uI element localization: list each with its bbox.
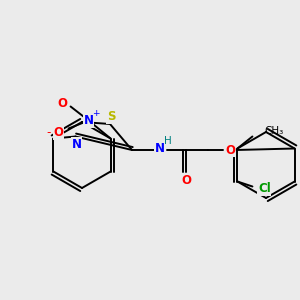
Text: H: H — [164, 136, 172, 146]
Text: O: O — [181, 175, 191, 188]
Text: Cl: Cl — [258, 182, 271, 195]
Text: N: N — [84, 114, 94, 127]
Text: O: O — [225, 143, 235, 157]
Text: O: O — [54, 126, 64, 139]
Text: N: N — [155, 142, 165, 155]
Text: CH₃: CH₃ — [264, 127, 284, 136]
Text: S: S — [107, 110, 115, 124]
Text: +: + — [92, 109, 99, 118]
Text: N: N — [71, 138, 81, 151]
Text: O: O — [58, 97, 68, 110]
Text: -: - — [46, 126, 51, 139]
